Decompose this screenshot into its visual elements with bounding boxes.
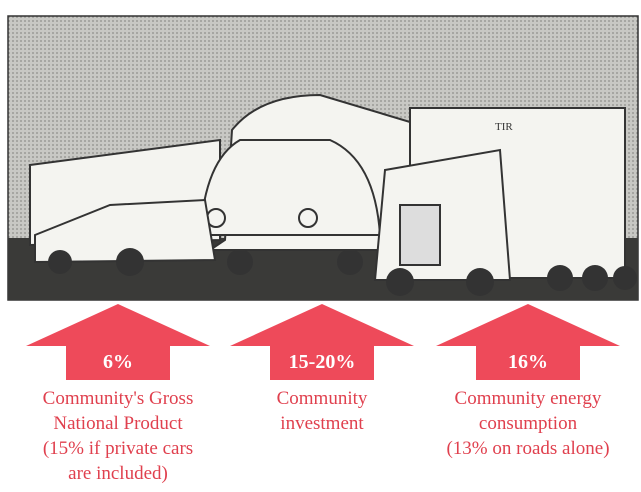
illustration: TIR [7, 15, 639, 301]
wheel [116, 248, 144, 276]
wheel [466, 268, 494, 296]
caption-line: are included) [68, 463, 168, 484]
wheel [227, 249, 253, 275]
caption-line: National Product [53, 413, 183, 434]
arrow-label: 16% [508, 351, 548, 373]
arrow-label: 15-20% [289, 351, 356, 373]
train-front [198, 139, 382, 236]
caption-line: (15% if private cars [43, 438, 193, 459]
caption-line: Community's Gross [43, 388, 194, 409]
car [34, 198, 217, 264]
arrow-label: 6% [103, 351, 133, 373]
lamp [298, 208, 318, 228]
wheel [613, 266, 637, 290]
caption-line: consumption [479, 413, 578, 434]
arrow [26, 304, 210, 380]
caption-line: (13% on roads alone) [446, 438, 609, 459]
caption-line: investment [280, 413, 364, 434]
arrow [230, 304, 414, 380]
caption-line: Community energy [455, 388, 602, 409]
panels: 6% Community's Gross National Product (15% … [26, 304, 620, 484]
trailer-mark: TIR [495, 121, 513, 133]
wheel [582, 265, 608, 291]
caption-line: Community [277, 388, 368, 409]
wheel [48, 250, 72, 274]
arrow [436, 304, 620, 380]
wheel [386, 268, 414, 296]
grille [399, 204, 441, 266]
truck-cab [373, 148, 512, 281]
wheel [337, 249, 363, 275]
wheel [547, 265, 573, 291]
